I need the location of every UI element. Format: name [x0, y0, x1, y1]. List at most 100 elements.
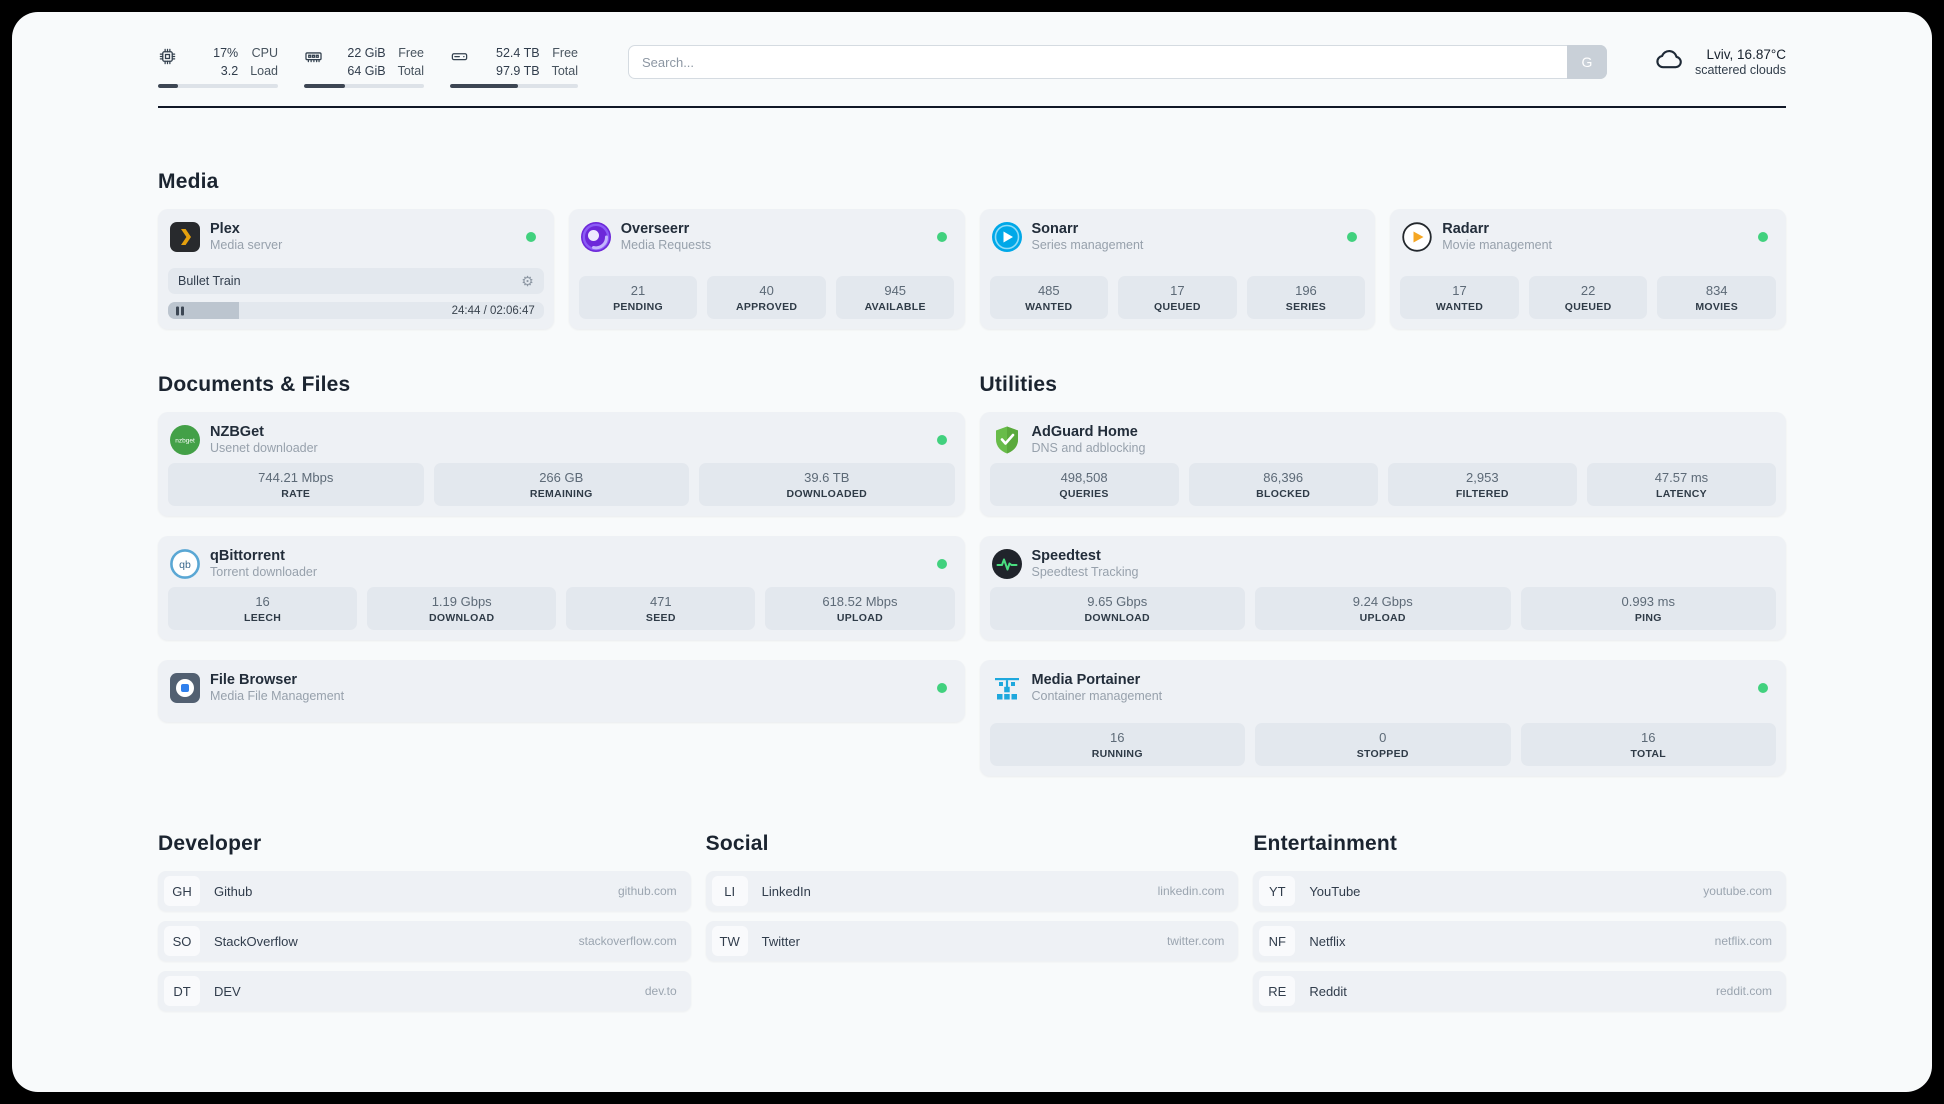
stat-label: QUEUED: [1564, 301, 1612, 314]
service-name: Speedtest: [1031, 548, 1101, 565]
stat-block: 9.24 Gbps UPLOAD: [1255, 587, 1511, 631]
weather-widget[interactable]: Lviv, 16.87°C scattered clouds: [1655, 44, 1786, 79]
gear-icon[interactable]: ⚙: [521, 273, 534, 290]
service-card-qbittorrent[interactable]: qb qBittorrent Torrent downloader 16: [158, 536, 965, 641]
stat-value: 16: [255, 594, 270, 610]
disk-widget: 52.4 TB 97.9 TB Free Total: [450, 44, 578, 89]
service-card-portainer[interactable]: Media Portainer Container management 16 …: [979, 660, 1786, 777]
playback-progressbar[interactable]: 24:44 / 02:06:47: [168, 302, 544, 320]
stat-block: 17 WANTED: [1400, 276, 1519, 320]
service-description: Media File Management: [210, 689, 345, 704]
stat-value: 21: [630, 283, 646, 299]
bookmark-name: Netflix: [1309, 933, 1346, 949]
stat-value: 22: [1580, 283, 1596, 299]
stat-label: MOVIES: [1695, 301, 1739, 314]
stat-value: 498,508: [1060, 470, 1108, 486]
section-social: Social LI LinkedIn linkedin.com TW Twitt…: [705, 832, 1239, 1011]
service-card-nzbget[interactable]: nzbget NZBGet Usenet downloader 744.21 M…: [158, 412, 965, 517]
stat-block: 0.993 ms PING: [1520, 587, 1776, 631]
search-provider-button[interactable]: G: [1566, 45, 1607, 79]
stat-block: 86,396 BLOCKED: [1188, 463, 1378, 507]
service-description: Speedtest Tracking: [1031, 565, 1139, 580]
bookmark-github[interactable]: GH Github github.com: [158, 871, 691, 912]
bookmark-abbr: DT: [164, 976, 200, 1007]
stat-label: LATENCY: [1655, 488, 1707, 501]
stat-block: 485 WANTED: [989, 276, 1109, 320]
bookmark-name: Twitter: [761, 933, 800, 949]
stat-value: 17: [1452, 283, 1467, 299]
bookmark-dev[interactable]: DT DEV dev.to: [158, 971, 691, 1012]
service-card-speedtest[interactable]: Speedtest Speedtest Tracking 9.65 Gbps D…: [979, 536, 1786, 641]
cpu-load-value: 3.2: [220, 64, 239, 79]
bookmark-abbr: YT: [1259, 876, 1296, 907]
status-dot: [936, 231, 947, 242]
stat-label: UPLOAD: [836, 612, 883, 625]
stat-block: 22 QUEUED: [1528, 276, 1648, 320]
playback-progress-fill: [168, 302, 240, 320]
stat-block: 744.21 Mbps RATE: [168, 463, 424, 507]
stat-label: DOWNLOADED: [786, 488, 868, 501]
service-card-adguard[interactable]: AdGuard Home DNS and adblocking 498,508 …: [979, 412, 1786, 517]
section-title-social: Social: [705, 832, 769, 856]
service-description: DNS and adblocking: [1031, 441, 1146, 456]
stat-label: WANTED: [1025, 301, 1073, 314]
bookmark-linkedin[interactable]: LI LinkedIn linkedin.com: [705, 871, 1239, 912]
stat-value: 0.993 ms: [1621, 594, 1675, 610]
stat-label: APPROVED: [735, 301, 798, 314]
service-name: File Browser: [210, 672, 298, 689]
status-dot: [1758, 682, 1768, 693]
stat-block: 498,508 QUERIES: [989, 463, 1179, 507]
bookmark-name: YouTube: [1309, 883, 1361, 899]
bookmark-netflix[interactable]: NF Netflix netflix.com: [1253, 921, 1786, 962]
memory-total-value: 64 GiB: [347, 64, 386, 79]
stat-label: STOPPED: [1356, 748, 1409, 761]
disk-total-label: Total: [551, 64, 578, 79]
adguard-icon: [992, 425, 1022, 455]
stat-value: 196: [1295, 283, 1317, 299]
bookmark-abbr: NF: [1259, 926, 1296, 957]
stat-value: 39.6 TB: [804, 470, 850, 486]
bookmark-name: Github: [214, 883, 253, 899]
memory-progress-fill: [304, 84, 345, 89]
cpu-progress-fill: [158, 84, 179, 89]
bookmark-youtube[interactable]: YT YouTube youtube.com: [1253, 871, 1786, 912]
stat-block: 39.6 TB DOWNLOADED: [699, 463, 955, 507]
stat-label: TOTAL: [1630, 748, 1667, 761]
service-card-filebrowser[interactable]: File Browser Media File Management: [158, 660, 965, 723]
search-input[interactable]: [628, 45, 1607, 79]
stat-label: PING: [1634, 612, 1662, 625]
service-name: Media Portainer: [1031, 672, 1141, 689]
section-developer: Developer GH Github github.com SO StackO…: [158, 832, 691, 1012]
service-card-radarr[interactable]: Radarr Movie management 17 WANTED 22 QUE…: [1390, 209, 1786, 330]
stat-block: 0 STOPPED: [1255, 723, 1511, 767]
disk-icon: [450, 47, 469, 66]
bookmark-name: DEV: [214, 983, 241, 999]
status-dot: [936, 682, 947, 693]
stat-label: WANTED: [1435, 301, 1484, 314]
stat-value: 0: [1379, 730, 1387, 746]
service-card-overseerr[interactable]: Overseerr Media Requests 21 PENDING 40 A…: [568, 209, 965, 330]
service-card-sonarr[interactable]: Sonarr Series management 485 WANTED 17 Q…: [979, 209, 1376, 330]
bookmark-twitter[interactable]: TW Twitter twitter.com: [705, 921, 1239, 962]
section-title-media: Media: [158, 170, 219, 194]
stat-value: 1.19 Gbps: [431, 594, 492, 610]
stat-value: 471: [649, 594, 672, 610]
stat-label: AVAILABLE: [864, 301, 926, 314]
bookmark-reddit[interactable]: RE Reddit reddit.com: [1253, 971, 1786, 1012]
bookmark-url: dev.to: [644, 984, 677, 999]
stat-label: DOWNLOAD: [1084, 612, 1150, 625]
stat-block: 16 LEECH: [168, 587, 358, 631]
memory-progressbar: [304, 84, 424, 89]
memory-total-label: Total: [397, 64, 424, 79]
bookmark-url: github.com: [617, 884, 677, 899]
status-dot: [1758, 231, 1768, 242]
stat-block: 47.57 ms LATENCY: [1586, 463, 1776, 507]
service-card-plex[interactable]: Plex Media server Bullet Train ⚙ 24:44 /…: [158, 209, 554, 330]
stat-block: 17 QUEUED: [1118, 276, 1237, 320]
stat-block: 40 APPROVED: [707, 276, 826, 320]
section-documents: Documents & Files nzbget NZBGet Usenet d…: [158, 373, 965, 776]
pause-icon[interactable]: [176, 306, 184, 316]
header: 17% 3.2 CPU Load: [158, 12, 1786, 89]
stat-value: 744.21 Mbps: [258, 470, 334, 486]
bookmark-stackoverflow[interactable]: SO StackOverflow stackoverflow.com: [158, 921, 691, 962]
